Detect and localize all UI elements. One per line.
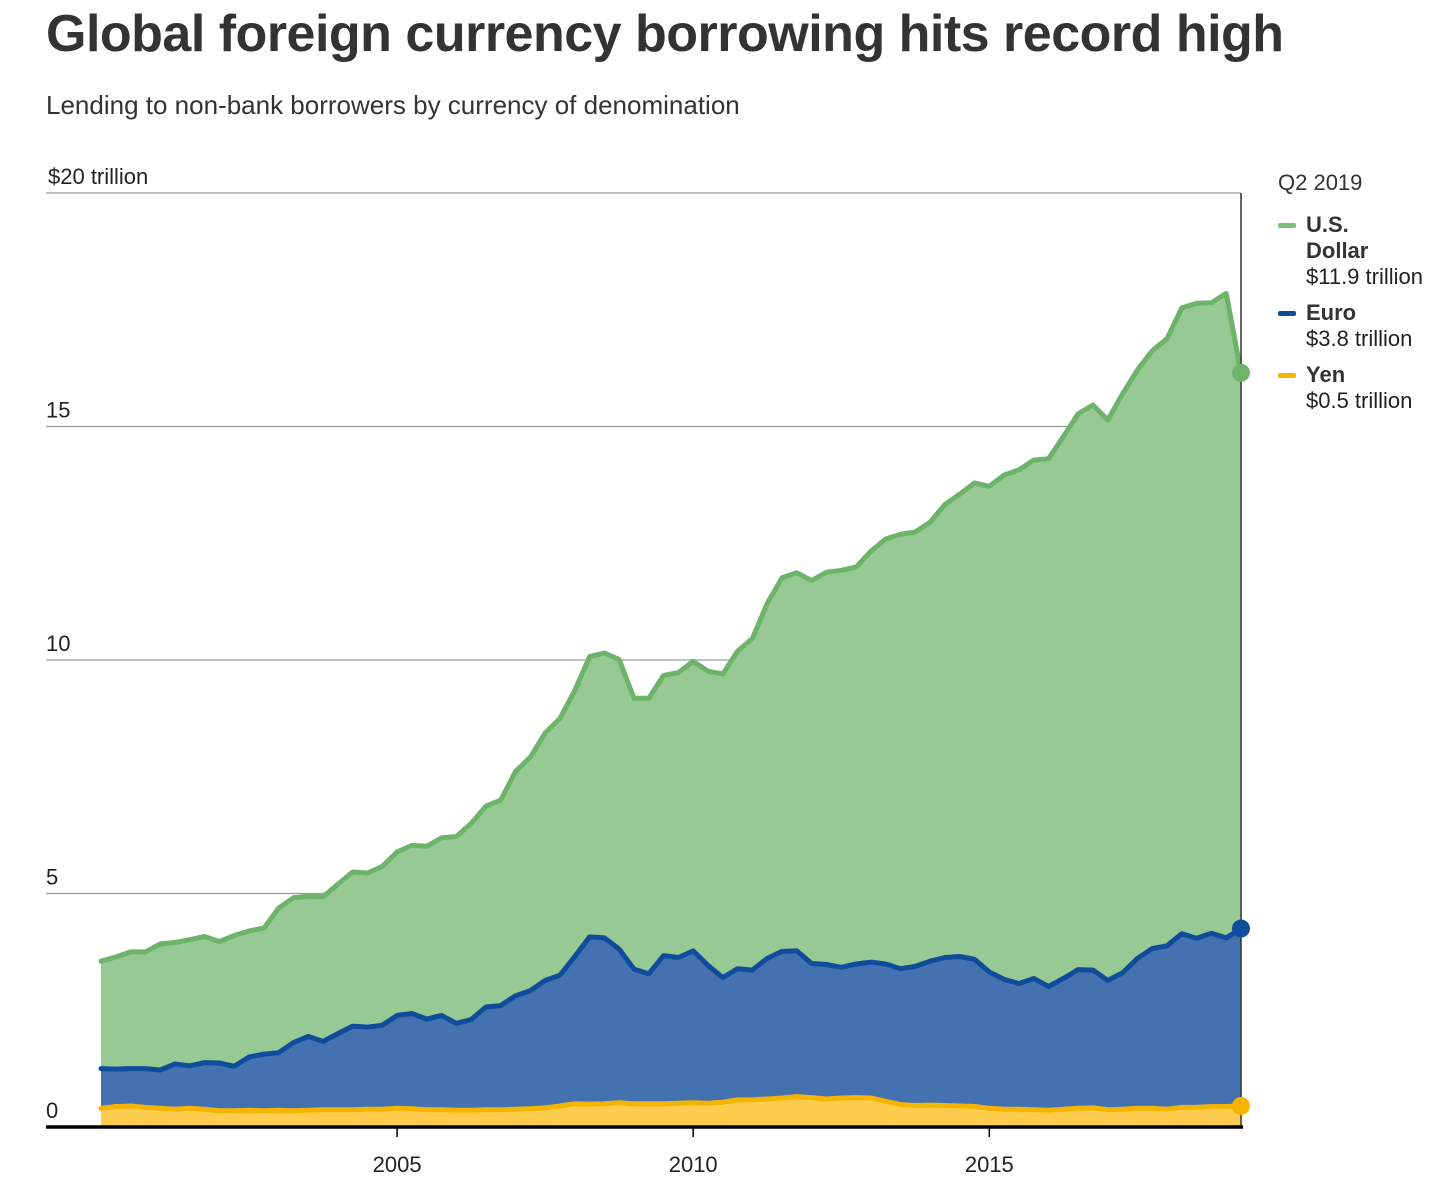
x-tick-label-2010: 2010 xyxy=(669,1152,718,1177)
legend-item-euro: Euro $3.8 trillion xyxy=(1278,300,1453,352)
area-u-s-dollar xyxy=(101,293,1241,1070)
area-layers xyxy=(101,293,1241,1127)
legend-swatch-yen xyxy=(1278,373,1296,378)
line-u-s-dollar xyxy=(98,290,1244,964)
legend: Q2 2019 U.S. Dollar $11.9 trillion Euro … xyxy=(1278,170,1453,424)
legend-item-usd: U.S. Dollar $11.9 trillion xyxy=(1278,212,1453,290)
tick-labels: 0 5 10 15 $20 trillion 2005 2010 2015 xyxy=(46,164,1014,1177)
series-lines xyxy=(98,290,1244,1114)
legend-value-usd: $11.9 trillion xyxy=(1306,264,1423,289)
endpoint-yen xyxy=(1232,1096,1250,1115)
line-yen xyxy=(98,1094,1244,1114)
legend-name-usd: U.S. Dollar xyxy=(1306,212,1369,263)
legend-name-yen: Yen xyxy=(1306,362,1346,387)
y-tick-label-5: 5 xyxy=(46,865,58,890)
y-tick-label-15: 15 xyxy=(46,398,70,423)
legend-item-yen: Yen $0.5 trillion xyxy=(1278,362,1453,414)
chart-subtitle: Lending to non-bank borrowers by currenc… xyxy=(46,90,740,120)
legend-value-yen: $0.5 trillion xyxy=(1306,388,1413,413)
chart-title: Global foreign currency borrowing hits r… xyxy=(46,5,1284,63)
y-tick-label-10: 10 xyxy=(46,631,70,656)
endpoint-u-s-dollar xyxy=(1232,363,1250,382)
endpoint-euro xyxy=(1232,919,1250,938)
line-euro xyxy=(98,926,1244,1073)
legend-value-euro: $3.8 trillion xyxy=(1306,326,1413,351)
area-euro xyxy=(101,928,1241,1111)
y-tick-label-20: $20 trillion xyxy=(48,164,148,189)
y-tick-label-0: 0 xyxy=(46,1098,58,1123)
series-endpoints xyxy=(1232,363,1250,1115)
axes xyxy=(46,193,1243,1137)
area-yen xyxy=(101,1096,1241,1127)
legend-swatch-usd xyxy=(1278,223,1296,228)
legend-name-euro: Euro xyxy=(1306,300,1357,325)
x-tick-label-2015: 2015 xyxy=(965,1152,1014,1177)
x-tick-label-2005: 2005 xyxy=(373,1152,422,1177)
legend-swatch-euro xyxy=(1278,311,1296,316)
legend-period: Q2 2019 xyxy=(1278,170,1363,195)
